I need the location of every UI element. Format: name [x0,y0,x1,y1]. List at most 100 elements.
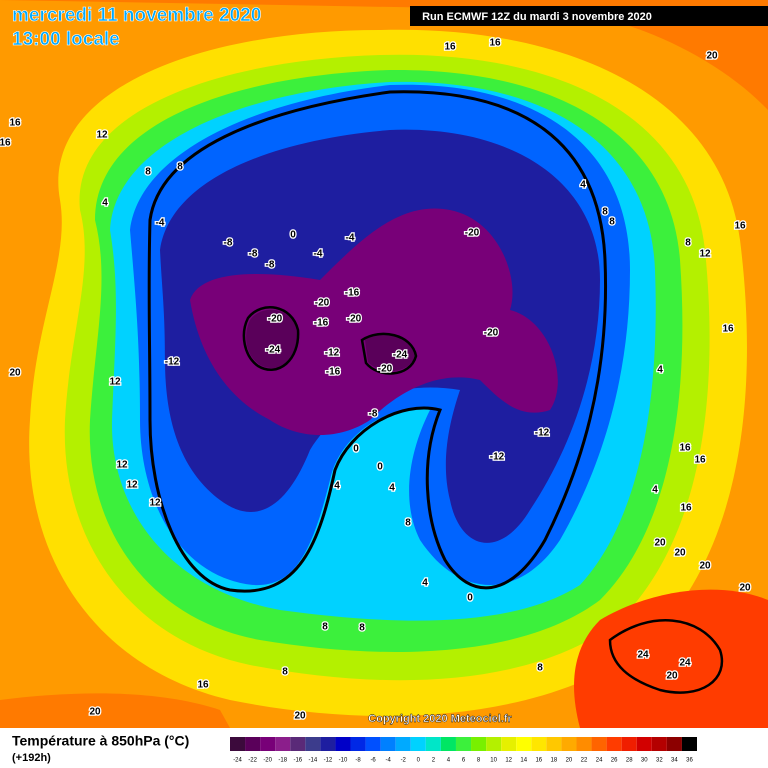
map-date: mercredi 11 novembre 2020 [12,5,261,26]
contour-label: -20 [484,328,499,339]
color-scale: -24 -22 -20 -18 -16 -14 -12 -10 -8 -6 -4 -2 0 2 4 6 8 10 1… [230,737,697,764]
contour-label: 0 [290,230,296,241]
contour-label: 24 [679,658,691,669]
contour-label: 4 [389,483,395,494]
contour-label: -12 [535,428,550,439]
contour-label: 0 [467,593,473,604]
contour-label: -12 [325,348,340,359]
run-info: Run ECMWF 12Z du mardi 3 novembre 2020 [422,11,652,23]
contour-label: 16 [694,455,706,466]
contour-label: 4 [422,578,428,589]
warm-zone [0,693,230,728]
contour-label: 0 [353,444,359,455]
contour-label: 0 [377,462,383,473]
scale-swatch [606,737,622,751]
scale-label: 22 [581,758,588,764]
contour-label: 12 [116,460,128,471]
contour-label: 20 [674,548,686,559]
scale-swatch [455,737,472,751]
scale-swatch [245,737,261,751]
contour-label: 8 [282,667,288,678]
scale-label: 12 [505,758,512,764]
scale-label: -24 [233,758,242,764]
scale-label: 24 [596,758,603,764]
contour-label: 12 [126,480,138,491]
scale-swatch [591,737,607,751]
scale-swatch [486,737,502,751]
contour-label: 20 [699,561,711,572]
scale-swatch [546,737,562,751]
scale-swatch [516,737,532,751]
scale-swatch [666,737,682,751]
scale-label: -8 [355,758,361,764]
contour-label: 16 [197,680,209,691]
scale-label: -16 [293,758,302,764]
contour-label: 8 [322,622,328,633]
contour-label: -12 [490,452,505,463]
scale-label: 16 [535,758,542,764]
contour-label: 4 [652,485,658,496]
zero-isotherm [147,90,608,593]
scale-swatch [260,737,276,751]
contour-label: -16 [345,288,360,299]
temperature-zone [190,208,558,435]
scale-swatch [365,737,381,751]
scale-swatch [636,737,652,751]
scale-label: -20 [263,758,272,764]
scale-label: 14 [520,758,527,764]
scale-label: -10 [339,758,348,764]
scale-label: -2 [401,758,407,764]
map-time: 13:00 locale [12,29,120,50]
scale-label: 0 [417,758,421,764]
contour-label: 20 [706,51,718,62]
contour-label: -8 [249,249,258,260]
contour-label: -20 [347,314,362,325]
hot-zone [574,589,768,728]
scale-swatch [561,737,577,751]
contour-label: 12 [699,249,711,260]
isotherm [608,619,724,694]
contour-label: -8 [266,260,275,271]
scale-swatch [576,737,592,751]
contour-label: 8 [609,217,615,228]
contour-label: -4 [156,218,165,229]
footer: Température à 850hPa (°C) (+192h) -24 -22… [0,728,768,768]
scale-label: -18 [278,758,287,764]
contour-label: 8 [177,162,183,173]
contour-label: 4 [102,198,108,209]
scale-label: 34 [671,758,678,764]
contour-label: 8 [685,238,691,249]
contour-label: -4 [314,249,323,260]
contour-label: 24 [637,650,649,661]
cold-core [246,309,415,372]
run-banner [410,6,768,26]
lead-time: (+192h) [12,752,51,764]
scale-label: 10 [490,758,497,764]
scale-swatch [425,737,441,751]
scale-label: 6 [462,758,466,764]
contour-label: 16 [489,38,501,49]
scale-label: 4 [447,758,451,764]
scale-label: 36 [686,758,693,764]
scale-swatch [380,737,396,751]
scale-swatch [531,737,547,751]
contour-label: 8 [602,207,608,218]
contour-label: 12 [109,377,121,388]
contour-label: 16 [444,42,456,53]
contour-label: 4 [657,365,663,376]
contour-label: -20 [465,228,480,239]
scale-label: 18 [551,758,558,764]
contour-label: 20 [294,711,306,722]
scale-label: -6 [370,758,376,764]
copyright: Copyright 2020 Meteociel.fr [368,713,512,725]
contour-label: 8 [359,623,365,634]
contour-label: 8 [405,518,411,529]
scale-swatch [681,737,697,751]
contour-label: 16 [722,324,734,335]
scale-label: 2 [432,758,436,764]
scale-swatch [440,737,456,751]
scale-label: -4 [386,758,392,764]
scale-swatch [395,737,411,751]
